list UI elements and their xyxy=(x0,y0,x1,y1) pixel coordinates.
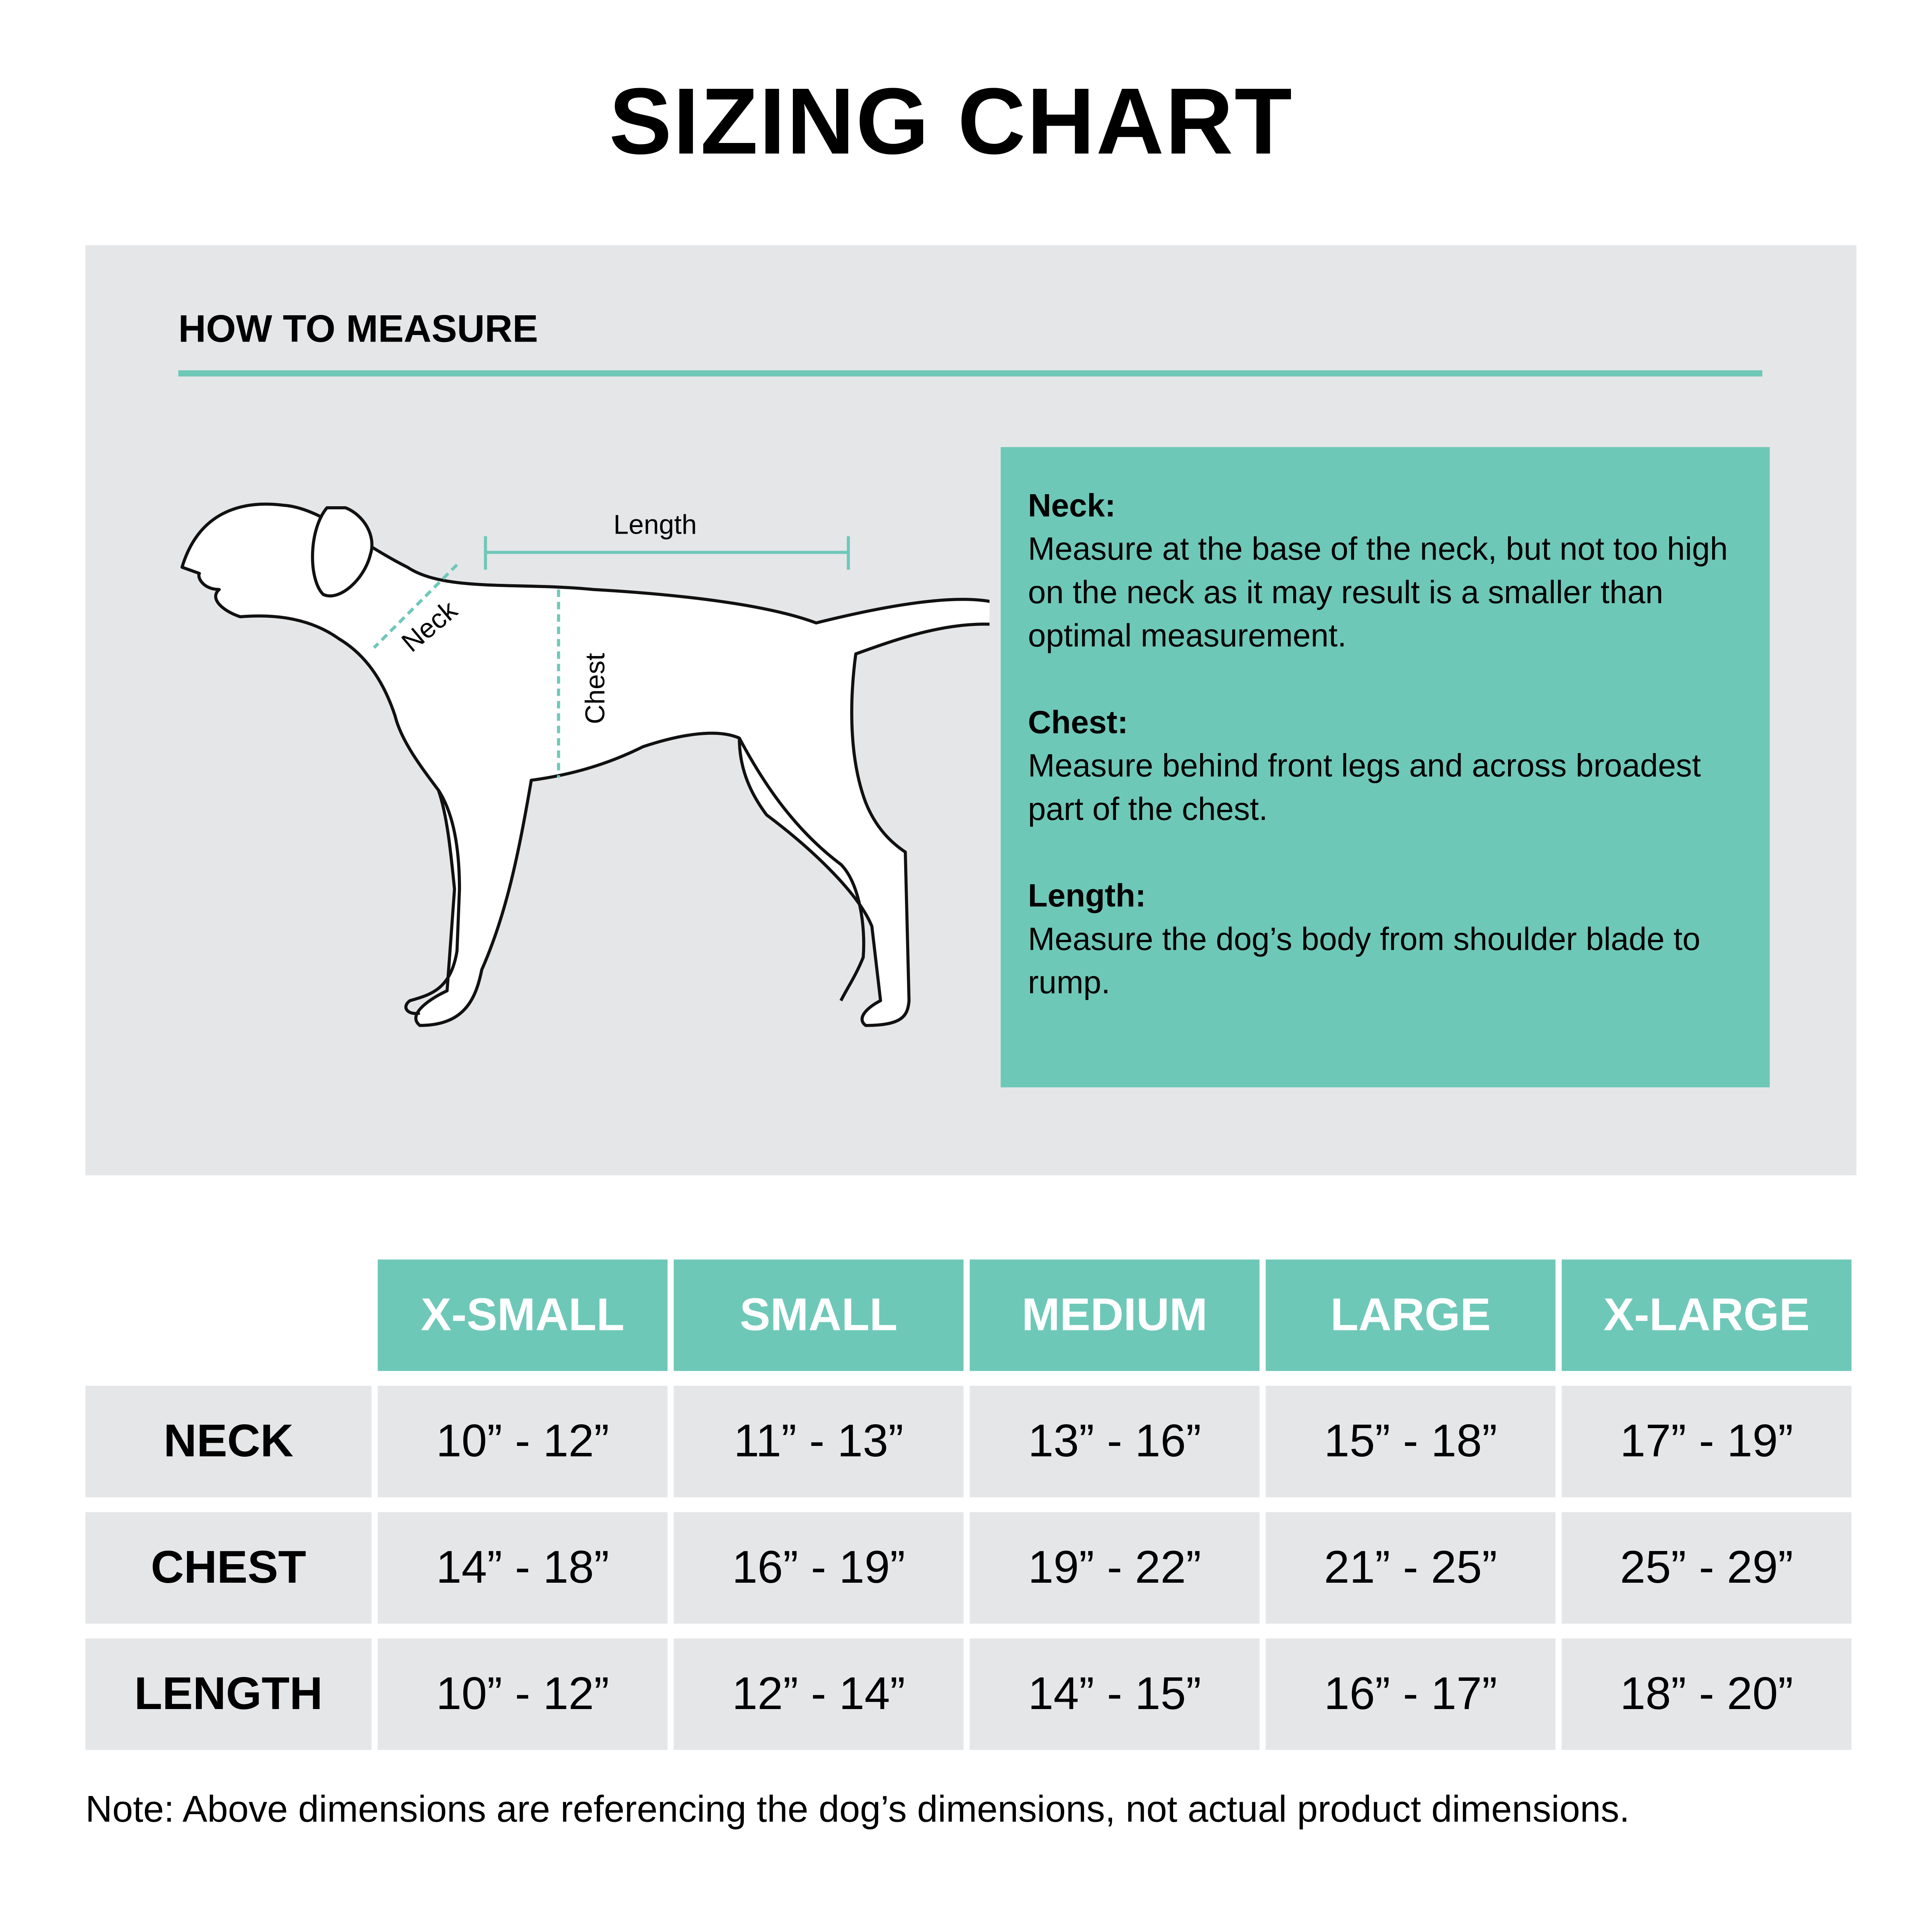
instruction-text: Measure at the base of the neck, but not… xyxy=(1028,530,1728,654)
instruction-text: Measure behind front legs and across bro… xyxy=(1028,747,1701,828)
size-table: X-SMALL SMALL MEDIUM LARGE X-LARGE NECK … xyxy=(79,1259,1858,1750)
row-label: CHEST xyxy=(85,1512,372,1624)
column-header: MEDIUM xyxy=(969,1259,1260,1371)
table-cell: 14” - 15” xyxy=(969,1638,1260,1750)
table-cell: 12” - 14” xyxy=(673,1638,964,1750)
column-header: LARGE xyxy=(1265,1259,1556,1371)
table-cell: 21” - 25” xyxy=(1265,1512,1556,1624)
hind-leg-back xyxy=(738,737,866,1002)
table-cell: 10” - 12” xyxy=(378,1386,668,1497)
table-cell: 15” - 18” xyxy=(1265,1386,1556,1497)
section-heading: HOW TO MEASURE xyxy=(178,307,538,351)
table-cell: 17” - 19” xyxy=(1561,1386,1852,1497)
instruction-text: Measure the dog’s body from shoulder bla… xyxy=(1028,920,1701,1001)
divider xyxy=(178,370,1762,377)
column-header: SMALL xyxy=(673,1259,964,1371)
table-cell: 16” - 19” xyxy=(673,1512,964,1624)
footnote: Note: Above dimensions are referencing t… xyxy=(85,1789,1630,1831)
measurement-instructions: Neck: Measure at the base of the neck, b… xyxy=(1000,447,1770,1088)
dog-measurement-diagram: Length Neck Chest xyxy=(180,502,990,1027)
table-cell: 11” - 13” xyxy=(673,1386,964,1497)
table-cell: 19” - 22” xyxy=(969,1512,1260,1624)
instruction-label: Chest: xyxy=(1028,703,1128,741)
table-cell: 14” - 18” xyxy=(378,1512,668,1624)
table-row: LENGTH 10” - 12” 12” - 14” 14” - 15” 16”… xyxy=(85,1638,1852,1750)
table-cell: 18” - 20” xyxy=(1561,1638,1852,1750)
instruction-neck: Neck: Measure at the base of the neck, b… xyxy=(1028,484,1742,658)
instruction-label: Length: xyxy=(1028,877,1146,914)
instruction-chest: Chest: Measure behind front legs and acr… xyxy=(1028,701,1742,831)
table-cell: 16” - 17” xyxy=(1265,1638,1556,1750)
front-leg-back xyxy=(404,789,461,1015)
table-cell: 10” - 12” xyxy=(378,1638,668,1750)
table-row: NECK 10” - 12” 11” - 13” 13” - 16” 15” -… xyxy=(85,1386,1852,1497)
table-cell: 25” - 29” xyxy=(1561,1512,1852,1624)
length-label: Length xyxy=(614,509,697,539)
row-label: LENGTH xyxy=(85,1638,372,1750)
neck-line xyxy=(373,563,458,649)
table-row: CHEST 14” - 18” 16” - 19” 19” - 22” 21” … xyxy=(85,1512,1852,1624)
column-header: X-SMALL xyxy=(378,1259,668,1371)
column-header: X-LARGE xyxy=(1561,1259,1852,1371)
chest-label: Chest xyxy=(580,653,610,724)
dog-silhouette xyxy=(180,502,990,1027)
page-title: SIZING CHART xyxy=(609,69,1293,175)
instruction-length: Length: Measure the dog’s body from shou… xyxy=(1028,874,1742,1005)
table-header-row: X-SMALL SMALL MEDIUM LARGE X-LARGE xyxy=(85,1259,1852,1371)
how-to-measure-panel: HOW TO MEASURE Length Neck Chest Nec xyxy=(85,245,1857,1175)
instruction-label: Neck: xyxy=(1028,486,1116,524)
dog-ear xyxy=(311,506,374,598)
row-label: NECK xyxy=(85,1386,372,1497)
table-cell: 13” - 16” xyxy=(969,1386,1260,1497)
